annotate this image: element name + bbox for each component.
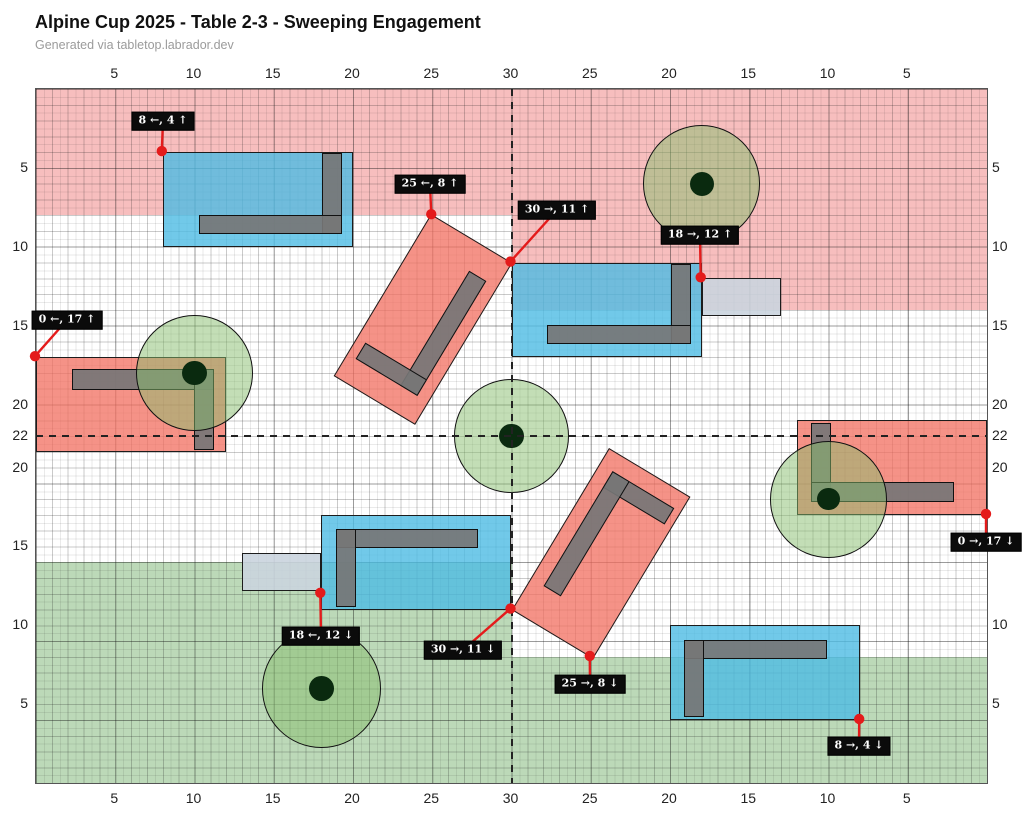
axis-label-left: 10 (12, 237, 28, 254)
callout-chip: 25 ←, 8 ↑ (394, 174, 466, 194)
axis-label-top: 25 (581, 65, 598, 81)
callout-chip: 25 →, 8 ↓ (554, 674, 626, 694)
axis-label-bottom: 5 (110, 790, 119, 806)
axis-label-top: 5 (110, 65, 119, 81)
axis-label-right: 15 (992, 316, 1008, 333)
ruin-wall (684, 639, 705, 718)
axis-label-bottom: 15 (740, 790, 757, 806)
objective-marker (817, 487, 840, 511)
axis-label-right: 20 (992, 395, 1008, 412)
callout-chip: 8 →, 4 ↓ (827, 736, 891, 756)
axis-label-bottom: 20 (344, 790, 360, 806)
axis-label-left: 5 (20, 695, 28, 712)
axis-label-right: 10 (992, 616, 1008, 633)
axis-label-top: 20 (344, 65, 360, 81)
ruin-wall (335, 529, 356, 607)
crate-gray (242, 552, 322, 592)
axis-label-left: 20 (12, 395, 28, 412)
axis-label-right: 22 (992, 427, 1008, 444)
axis-label-left: 22 (12, 427, 28, 444)
axis-label-top: 20 (661, 65, 677, 81)
axis-label-bottom: 10 (819, 790, 836, 806)
callout-chip: 0 →, 17 ↓ (950, 532, 1022, 552)
callout-chip: 30 →, 11 ↑ (517, 200, 597, 220)
objective-marker (689, 171, 714, 196)
center-line-horizontal (36, 435, 987, 438)
axis-label-top: 25 (423, 65, 440, 81)
axis-label-top: 30 (502, 65, 519, 81)
axis-label-bottom: 15 (264, 790, 281, 806)
page-title: Alpine Cup 2025 - Table 2-3 - Sweeping E… (35, 12, 481, 32)
axis-label-top: 15 (740, 65, 757, 81)
ruin-wall (198, 214, 343, 234)
ruin-blue (321, 514, 512, 610)
ruin-blue (670, 625, 861, 720)
callout-chip: 8 ←, 4 ↑ (131, 111, 195, 131)
axis-label-bottom: 30 (502, 790, 519, 806)
axis-label-right: 20 (992, 458, 1008, 475)
ruin-blue (511, 262, 702, 358)
axis-label-left: 5 (20, 158, 28, 175)
axis-label-top: 10 (185, 65, 202, 81)
page-subtitle: Generated via tabletop.labrador.dev (35, 38, 234, 52)
axis-label-bottom: 25 (423, 790, 440, 806)
game-board (35, 88, 988, 784)
axis-label-right: 10 (992, 237, 1008, 254)
ruin-wall (335, 529, 479, 549)
crate-gray (701, 277, 781, 317)
ruin-wall (684, 639, 828, 659)
callout-chip: 30 →, 11 ↓ (423, 640, 503, 660)
callout-chip: 18 →, 12 ↑ (660, 225, 740, 245)
objective-marker (182, 360, 207, 385)
objective-area (769, 440, 888, 558)
axis-label-right: 5 (992, 695, 1000, 712)
axis-label-left: 15 (12, 537, 28, 554)
axis-label-left: 15 (12, 316, 28, 333)
axis-label-bottom: 5 (902, 790, 911, 806)
callout-chip: 0 ←, 17 ↑ (31, 310, 103, 330)
axis-label-left: 10 (12, 616, 28, 633)
axis-label-top: 10 (819, 65, 836, 81)
axis-label-top: 5 (902, 65, 911, 81)
axis-label-left: 20 (12, 458, 28, 475)
axis-label-bottom: 10 (185, 790, 202, 806)
axis-label-bottom: 20 (661, 790, 677, 806)
objective-marker (308, 676, 334, 701)
axis-label-top: 15 (264, 65, 281, 81)
axis-label-right: 5 (992, 158, 1000, 175)
ruin-blue (162, 152, 353, 247)
callout-chip: 18 ←, 12 ↓ (281, 626, 361, 646)
ruin-wall (547, 325, 691, 344)
axis-label-bottom: 25 (581, 790, 598, 806)
